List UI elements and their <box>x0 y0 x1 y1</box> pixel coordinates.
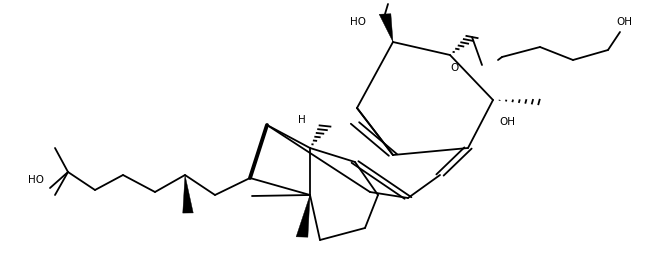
Text: OH: OH <box>499 117 515 127</box>
Text: OH: OH <box>616 17 632 27</box>
Text: H: H <box>298 116 305 125</box>
Polygon shape <box>296 195 310 237</box>
Text: O: O <box>451 63 458 73</box>
Text: HO: HO <box>28 175 44 185</box>
Polygon shape <box>182 175 193 213</box>
Polygon shape <box>379 14 393 42</box>
Text: HO: HO <box>351 17 366 27</box>
